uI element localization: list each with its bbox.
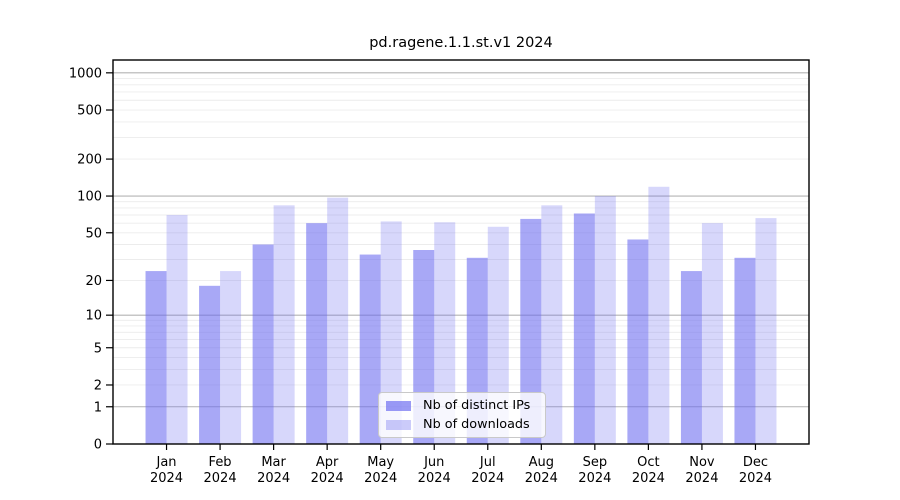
bar-nb-of-downloads-apr (327, 197, 349, 444)
bar-nb-of-downloads-may (380, 221, 402, 444)
x-tick-label-year: 2024 (685, 471, 718, 486)
x-tick-label-year: 2024 (739, 471, 772, 486)
x-tick-label-month: Nov (689, 455, 715, 470)
bar-nb-of-distinct-ips-feb (199, 285, 221, 444)
x-tick-label-year: 2024 (150, 471, 183, 486)
y-tick-label: 20 (85, 274, 102, 289)
x-tick-label-year: 2024 (311, 471, 344, 486)
y-tick-label: 1000 (69, 66, 102, 81)
y-tick-label: 5 (94, 341, 102, 356)
legend-item-distinct-ips: Nb of distinct IPs (386, 398, 537, 413)
x-tick-label-year: 2024 (204, 471, 237, 486)
x-tick-label-year: 2024 (418, 471, 451, 486)
y-tick-label: 0 (94, 438, 102, 453)
x-tick-label-month: Sep (583, 455, 608, 470)
bar-nb-of-distinct-ips-jan (145, 271, 167, 444)
x-tick-label-month: Oct (637, 455, 659, 470)
x-tick-label-year: 2024 (578, 471, 611, 486)
bar-nb-of-downloads-oct (648, 186, 670, 444)
plot-frame (112, 59, 810, 445)
x-tick-label-month: Dec (743, 455, 768, 470)
legend-item-downloads: Nb of downloads (386, 417, 537, 432)
y-tick-label: 200 (77, 153, 102, 168)
x-tick-label-year: 2024 (632, 471, 665, 486)
x-tick-label-month: Apr (316, 455, 339, 470)
bar-nb-of-downloads-jan (166, 214, 188, 444)
bar-nb-of-downloads-dec (755, 218, 777, 444)
x-tick-label-month: Feb (209, 455, 232, 470)
x-tick-label-month: Jun (423, 455, 444, 470)
bar-nb-of-distinct-ips-oct (627, 239, 649, 444)
legend-label-distinct-ips: Nb of distinct IPs (423, 398, 531, 413)
bar-nb-of-downloads-mar (273, 205, 295, 444)
bar-nb-of-distinct-ips-nov (680, 271, 702, 444)
y-tick-label: 2 (94, 379, 102, 394)
x-tick-label-month: Aug (529, 455, 554, 470)
bar-nb-of-distinct-ips-dec (734, 257, 756, 444)
legend-swatch-distinct-ips (386, 400, 411, 411)
y-tick-label: 50 (85, 226, 102, 241)
x-tick-label-month: Jul (479, 455, 496, 470)
y-tick-label: 100 (77, 190, 102, 205)
x-tick-label-month: Jan (156, 455, 177, 470)
x-tick-label-month: Mar (261, 455, 286, 470)
chart-title: pd.ragene.1.1.st.v1 2024 (369, 35, 553, 51)
bar-nb-of-downloads-nov (701, 223, 723, 444)
bar-nb-of-distinct-ips-may (359, 254, 381, 444)
y-tick-label: 10 (85, 309, 102, 324)
x-tick-label-year: 2024 (257, 471, 290, 486)
x-tick-label-year: 2024 (364, 471, 397, 486)
legend: Nb of distinct IPs Nb of downloads (378, 392, 546, 438)
bar-nb-of-downloads-sep (594, 196, 616, 444)
bar-nb-of-distinct-ips-apr (306, 223, 328, 444)
bar-nb-of-distinct-ips-aug (520, 218, 542, 444)
y-tick-label: 500 (77, 104, 102, 119)
legend-swatch-downloads (386, 419, 411, 430)
bar-nb-of-distinct-ips-sep (573, 213, 595, 444)
bar-nb-of-downloads-jun (434, 222, 456, 444)
bar-nb-of-distinct-ips-mar (252, 244, 274, 444)
bar-nb-of-downloads-feb (220, 271, 242, 444)
y-tick-label: 1 (94, 400, 102, 415)
legend-label-downloads: Nb of downloads (423, 417, 530, 432)
bar-nb-of-downloads-jul (487, 226, 509, 444)
x-tick-label-month: May (367, 455, 394, 470)
x-tick-label-year: 2024 (525, 471, 558, 486)
x-tick-label-year: 2024 (471, 471, 504, 486)
bar-nb-of-downloads-aug (541, 205, 563, 444)
